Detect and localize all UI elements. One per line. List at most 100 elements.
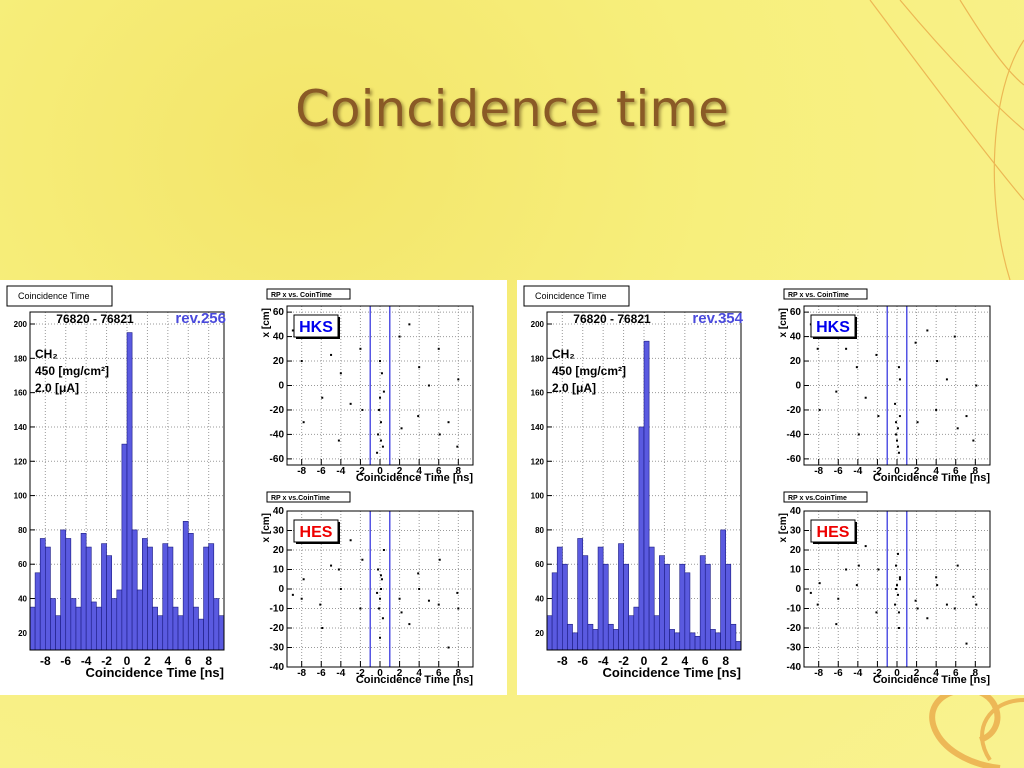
bar — [45, 546, 51, 651]
y-tick-label: 40 — [790, 332, 802, 343]
point — [818, 408, 821, 411]
y-tick-label: 160 — [14, 389, 28, 398]
chart: RP x vs.CoinTime-40-30-20-10010203040-8-… — [261, 491, 474, 686]
point — [965, 415, 968, 418]
point — [916, 421, 919, 424]
bar — [85, 546, 92, 651]
point — [896, 584, 898, 587]
bar — [116, 589, 123, 651]
bar — [669, 629, 675, 651]
point — [855, 366, 858, 369]
point — [916, 607, 919, 610]
point — [339, 372, 342, 375]
point — [855, 584, 858, 587]
label-box — [293, 519, 339, 543]
point — [894, 402, 897, 405]
hist-title: Coincidence Time — [535, 291, 607, 301]
point — [349, 539, 352, 542]
y-axis-label: x [cm] — [778, 308, 789, 337]
point — [972, 595, 975, 598]
point — [864, 396, 867, 399]
bar — [684, 572, 691, 651]
point — [898, 415, 901, 418]
annotation: 450 [mg/cm²] — [552, 364, 626, 378]
bar — [618, 543, 624, 651]
plot-border — [286, 305, 474, 466]
y-tick-label: 20 — [535, 629, 544, 638]
x-tick-label: 6 — [185, 654, 192, 668]
x-tick-label: 4 — [416, 668, 422, 679]
bar — [96, 606, 102, 651]
point — [457, 378, 460, 381]
point — [337, 568, 340, 571]
point — [291, 593, 294, 596]
title-box — [266, 288, 351, 300]
point — [379, 396, 381, 399]
x-axis-label: Coincidence Time [ns] — [873, 674, 990, 686]
bar — [572, 632, 578, 651]
point — [291, 329, 294, 332]
spectrometer-label: HES — [817, 524, 850, 541]
x-axis-label: Coincidence Time [ns] — [356, 674, 473, 686]
x-tick-label: -2 — [873, 668, 882, 679]
y-tick-label: 100 — [531, 492, 545, 501]
y-tick-label: -20 — [270, 405, 285, 416]
point — [376, 591, 379, 594]
y-axis-label: x [cm] — [261, 308, 272, 337]
point — [382, 390, 385, 393]
y-tick-label: 20 — [18, 629, 27, 638]
point — [875, 611, 878, 614]
x-tick-label: -6 — [577, 654, 588, 668]
spectrometer-label: HKS — [816, 319, 850, 336]
revision-label: rev.256 — [175, 310, 226, 327]
bar — [70, 598, 77, 651]
point — [936, 360, 939, 363]
spectrometer-label: HKS — [299, 319, 333, 336]
point — [361, 558, 364, 561]
x-tick-label: 8 — [722, 654, 729, 668]
plot-border — [803, 305, 991, 466]
point — [381, 617, 384, 620]
point — [438, 558, 441, 561]
point — [418, 366, 421, 369]
plot-border — [286, 510, 474, 668]
point — [417, 572, 420, 575]
x-tick-label: -2 — [618, 654, 629, 668]
point — [408, 323, 411, 326]
scatter-title: RP x vs. CoinTime — [271, 292, 332, 299]
x-tick-label: -4 — [336, 466, 345, 477]
bar — [546, 615, 553, 651]
bar — [725, 563, 732, 651]
point — [953, 335, 956, 338]
x-tick-label: 4 — [416, 466, 422, 477]
x-tick-label: 8 — [456, 466, 462, 477]
x-tick-label: -8 — [814, 668, 823, 679]
point — [914, 599, 917, 602]
point — [359, 607, 362, 610]
bar — [198, 618, 204, 651]
bar — [111, 598, 118, 651]
point — [896, 445, 899, 448]
point — [376, 451, 379, 454]
point — [897, 366, 900, 369]
bar — [75, 606, 82, 651]
point — [456, 591, 459, 594]
y-tick-label: 20 — [273, 356, 285, 367]
bar — [607, 623, 614, 651]
chart: RP x vs.CoinTime-40-30-20-10010203040-8-… — [778, 491, 991, 686]
x-tick-label: -6 — [834, 466, 843, 477]
point — [894, 603, 897, 606]
bar — [126, 332, 133, 651]
bar — [121, 443, 128, 651]
point — [437, 603, 440, 606]
point — [898, 576, 901, 579]
y-tick-label: 40 — [273, 506, 285, 517]
bar — [597, 546, 604, 651]
x-tick-label: -6 — [317, 668, 326, 679]
bar — [648, 546, 655, 651]
point — [349, 402, 352, 405]
annotation: 450 [mg/cm²] — [35, 364, 109, 378]
y-tick-label: 180 — [14, 354, 28, 363]
point — [896, 427, 899, 430]
point — [321, 627, 324, 629]
